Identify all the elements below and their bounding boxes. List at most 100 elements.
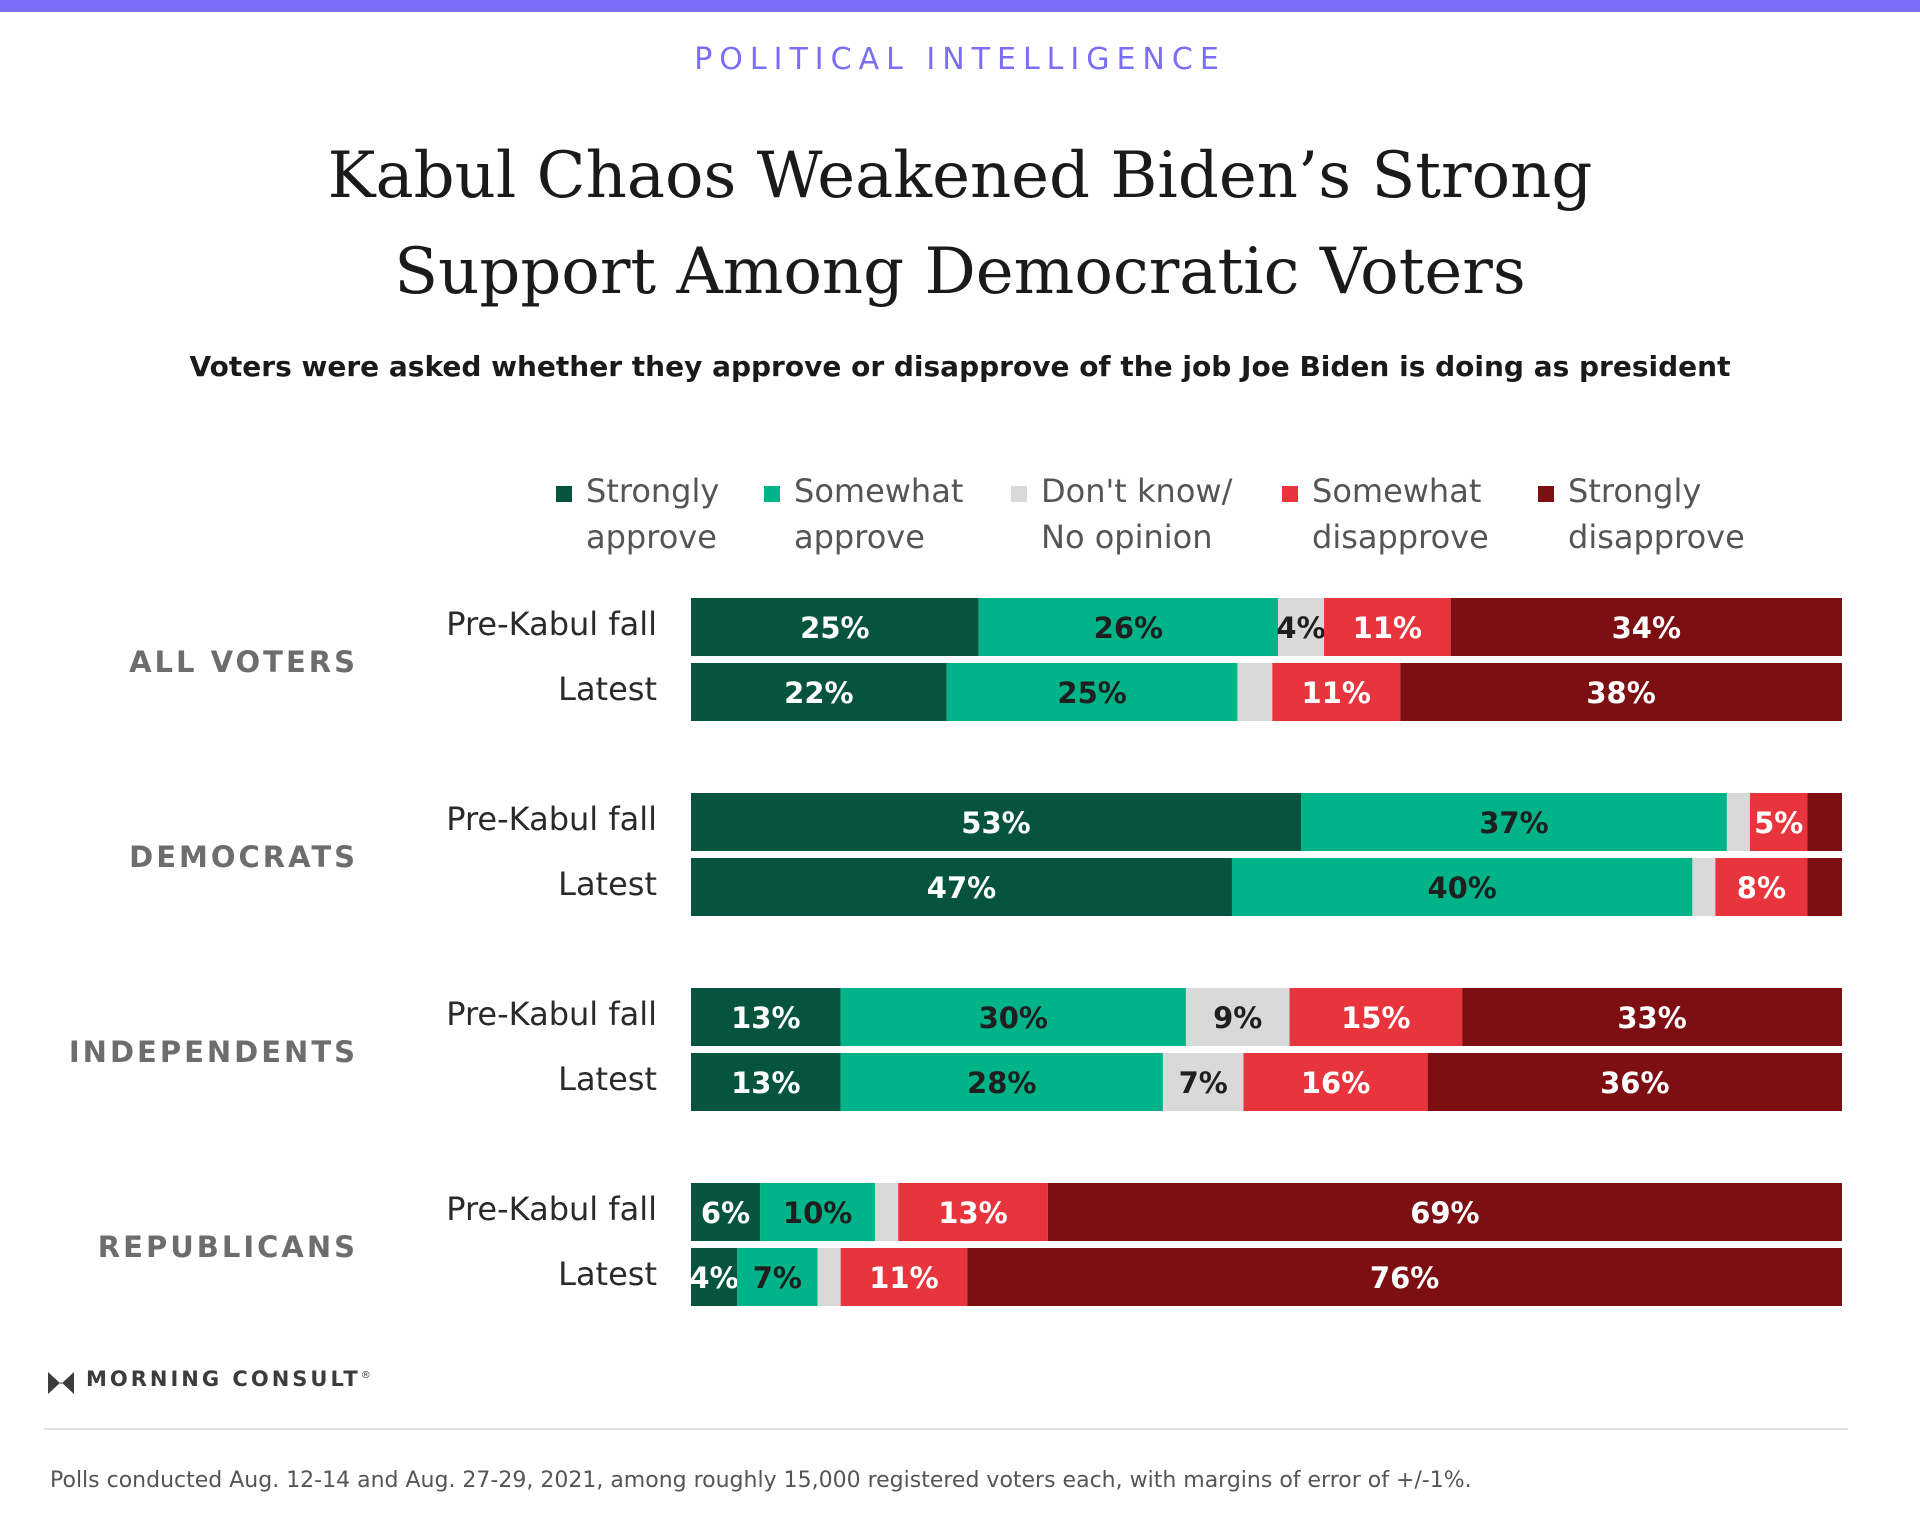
bar-segment	[737, 1248, 818, 1306]
legend-label-somewhat-disapprove: disapprove	[1312, 518, 1489, 556]
brand-name: MORNING CONSULT®	[86, 1367, 371, 1391]
data-label: 13%	[731, 1066, 800, 1100]
bar-segment	[1237, 663, 1273, 721]
bar-segment	[691, 1248, 738, 1306]
bar-segment	[875, 1183, 899, 1241]
group-label-independents: INDEPENDENTS	[69, 1035, 358, 1069]
group-label-democrats: DEMOCRATS	[129, 840, 358, 874]
bar-segment	[840, 1248, 968, 1306]
bar-segment	[1272, 663, 1401, 721]
legend-label-strongly-approve: Strongly	[586, 472, 719, 510]
data-label: 6%	[701, 1196, 750, 1230]
row-label: Latest	[558, 1060, 657, 1098]
data-label: 10%	[783, 1196, 852, 1230]
section-kicker: POLITICAL INTELLIGENCE	[694, 42, 1226, 77]
data-label: 16%	[1301, 1066, 1370, 1100]
source-footnote: Polls conducted Aug. 12-14 and Aug. 27-2…	[50, 1468, 1472, 1493]
stacked-bar-chart: Strongly approve Somewhat approve Don't know…	[69, 472, 1842, 1306]
bar-segment	[1807, 793, 1842, 851]
footer-divider	[44, 1428, 1848, 1430]
legend-swatch-somewhat-approve	[764, 486, 780, 502]
bar-segment	[1726, 793, 1750, 851]
legend-swatch-strongly-disapprove	[1538, 486, 1554, 502]
legend-label-don-t-know-no-opinion: Don't know/	[1041, 472, 1233, 510]
legend-swatch-don-t-know-no-opinion	[1011, 486, 1027, 502]
group-label-republicans: REPUBLICANS	[98, 1230, 358, 1264]
data-label: 33%	[1617, 1001, 1686, 1035]
data-label: 11%	[1302, 676, 1371, 710]
data-label: 40%	[1427, 871, 1496, 905]
brand-name-text: MORNING CONSULT	[86, 1367, 361, 1391]
group-label-all-voters: ALL VOTERS	[129, 645, 358, 679]
row-label: Pre-Kabul fall	[446, 995, 657, 1033]
data-label: 34%	[1612, 611, 1681, 645]
legend-label-somewhat-approve: approve	[794, 518, 925, 556]
morning-consult-logo	[48, 1372, 74, 1394]
logo-mark-icon	[48, 1372, 74, 1394]
bar-segment	[1427, 1053, 1842, 1111]
bar-segment	[840, 1053, 1163, 1111]
data-label: 9%	[1213, 1001, 1262, 1035]
brand-mark: ®	[360, 1370, 371, 1381]
data-label: 25%	[1057, 676, 1126, 710]
data-label: 5%	[1754, 806, 1803, 840]
row-label: Latest	[558, 865, 657, 903]
data-label: 4%	[689, 1261, 738, 1295]
row-label: Latest	[558, 1255, 657, 1293]
bar-segment	[1243, 1053, 1428, 1111]
data-label: 7%	[1179, 1066, 1228, 1100]
bar-segment	[1047, 1183, 1842, 1241]
bar-segment	[691, 793, 1302, 851]
bar-segment	[1301, 793, 1727, 851]
data-label: 30%	[979, 1001, 1048, 1035]
bar-segment	[978, 598, 1279, 656]
data-label: 28%	[967, 1066, 1036, 1100]
data-label: 76%	[1370, 1261, 1439, 1295]
legend-label-strongly-approve: approve	[586, 518, 717, 556]
data-label: 22%	[784, 676, 853, 710]
bar-segment	[1749, 793, 1808, 851]
bar-segment	[691, 988, 841, 1046]
bar-segment	[1231, 858, 1693, 916]
bar-segment	[898, 1183, 1048, 1241]
data-label: 11%	[1353, 611, 1422, 645]
legend-label-strongly-disapprove: Strongly	[1568, 472, 1701, 510]
row-label: Latest	[558, 670, 657, 708]
bar-segment	[691, 663, 947, 721]
row-label: Pre-Kabul fall	[446, 1190, 657, 1228]
bar-segment	[1324, 598, 1451, 656]
bar-segment	[946, 663, 1238, 721]
data-label: 11%	[869, 1261, 938, 1295]
bar-segment	[1807, 858, 1842, 916]
bar-segment	[1400, 663, 1842, 721]
data-label: 47%	[927, 871, 996, 905]
data-label: 69%	[1410, 1196, 1479, 1230]
data-label: 4%	[1276, 611, 1325, 645]
data-label: 7%	[753, 1261, 802, 1295]
data-label: 53%	[961, 806, 1030, 840]
data-label: 25%	[800, 611, 869, 645]
bar-segment	[691, 1183, 761, 1241]
data-label: 38%	[1586, 676, 1655, 710]
bar-segment	[1185, 988, 1290, 1046]
legend-label-somewhat-disapprove: Somewhat	[1312, 472, 1481, 510]
bar-segment	[817, 1248, 841, 1306]
legend-swatch-somewhat-disapprove	[1282, 486, 1298, 502]
bar-segment	[1278, 598, 1325, 656]
data-label: 13%	[731, 1001, 800, 1035]
legend-label-don-t-know-no-opinion: No opinion	[1041, 518, 1213, 556]
legend-swatch-strongly-approve	[556, 486, 572, 502]
bar-segment	[1162, 1053, 1244, 1111]
data-label: 8%	[1737, 871, 1786, 905]
bar-segment	[1692, 858, 1716, 916]
top-accent-bar	[0, 0, 1920, 12]
data-label: 15%	[1341, 1001, 1410, 1035]
bar-segment	[1462, 988, 1842, 1046]
data-label: 36%	[1600, 1066, 1669, 1100]
chart-title: Kabul Chaos Weakened Biden’s Strong Supp…	[327, 139, 1593, 309]
bar-segment	[840, 988, 1186, 1046]
row-label: Pre-Kabul fall	[446, 800, 657, 838]
bar-segment	[1450, 598, 1842, 656]
data-label: 26%	[1094, 611, 1163, 645]
bar-segment	[691, 598, 979, 656]
